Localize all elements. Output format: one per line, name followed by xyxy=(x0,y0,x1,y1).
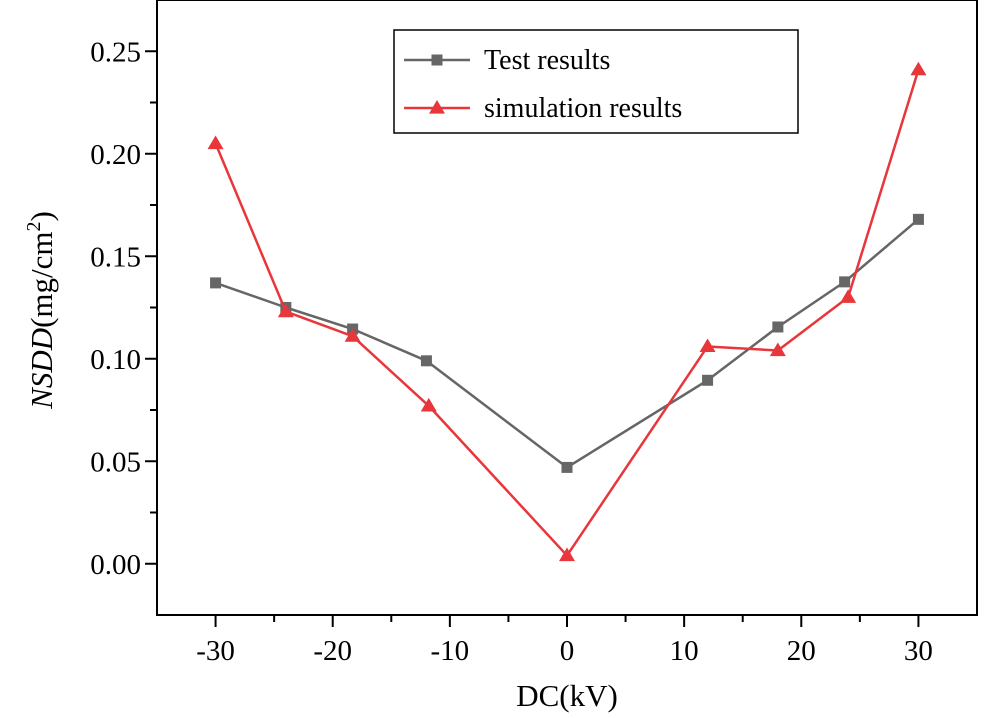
y-axis-title: NSDD(mg/cm2) xyxy=(23,211,59,410)
y-tick-label: 0.00 xyxy=(90,549,141,581)
data-point xyxy=(559,547,575,562)
data-point xyxy=(207,135,224,150)
x-tick-label: -10 xyxy=(431,635,470,667)
data-point xyxy=(910,61,927,76)
x-tick-label: 30 xyxy=(904,635,933,667)
x-axis-ticks: -30 -20 -10 0 10 20 30 xyxy=(196,615,933,667)
data-point xyxy=(420,397,437,412)
data-point xyxy=(702,374,714,386)
legend: Test results simulation results xyxy=(393,29,799,134)
y-axis-ticks: 0.00 0.05 0.10 0.15 0.20 0.25 xyxy=(90,36,157,581)
x-tick-label: 10 xyxy=(670,635,699,667)
data-point xyxy=(210,277,222,289)
legend-box xyxy=(393,29,799,134)
data-point xyxy=(561,461,573,473)
y-axis-title-unit: (mg/cm xyxy=(24,231,59,327)
x-tick-label: 20 xyxy=(787,635,816,667)
y-tick-label: 0.20 xyxy=(90,139,141,171)
data-point xyxy=(839,276,851,288)
series-simulation-results xyxy=(207,61,927,562)
x-tick-label: -30 xyxy=(196,635,235,667)
legend-item: Test results xyxy=(404,45,610,76)
x-axis-title: DC(kV) xyxy=(516,678,618,713)
x-tick-label: 0 xyxy=(560,635,575,667)
legend-marker xyxy=(429,100,445,114)
data-point xyxy=(277,303,294,318)
y-tick-label: 0.10 xyxy=(90,344,141,376)
data-point xyxy=(344,328,361,342)
data-point xyxy=(772,321,784,333)
data-point xyxy=(769,342,786,357)
data-point xyxy=(420,355,432,367)
y-tick-label: 0.15 xyxy=(90,241,141,273)
legend-item: simulation results xyxy=(404,93,682,124)
series-line xyxy=(214,69,920,557)
data-point xyxy=(840,289,857,303)
y-axis-title-variable: NSDD xyxy=(24,328,59,410)
data-point xyxy=(912,213,924,225)
legend-label: Test results xyxy=(484,45,610,76)
legend-label: simulation results xyxy=(484,93,682,124)
series-test-results xyxy=(210,213,924,473)
y-axis-title-superscript: 2 xyxy=(23,221,45,231)
series-layer xyxy=(207,61,927,562)
legend-items: Test results simulation results xyxy=(404,45,682,124)
x-tick-label: -20 xyxy=(313,635,352,667)
y-tick-label: 0.05 xyxy=(90,446,141,478)
y-tick-label: 0.25 xyxy=(90,36,141,68)
data-point xyxy=(699,338,716,353)
y-axis-title-unit-close: ) xyxy=(24,211,59,221)
legend-marker xyxy=(431,54,443,66)
series-line xyxy=(215,218,920,469)
